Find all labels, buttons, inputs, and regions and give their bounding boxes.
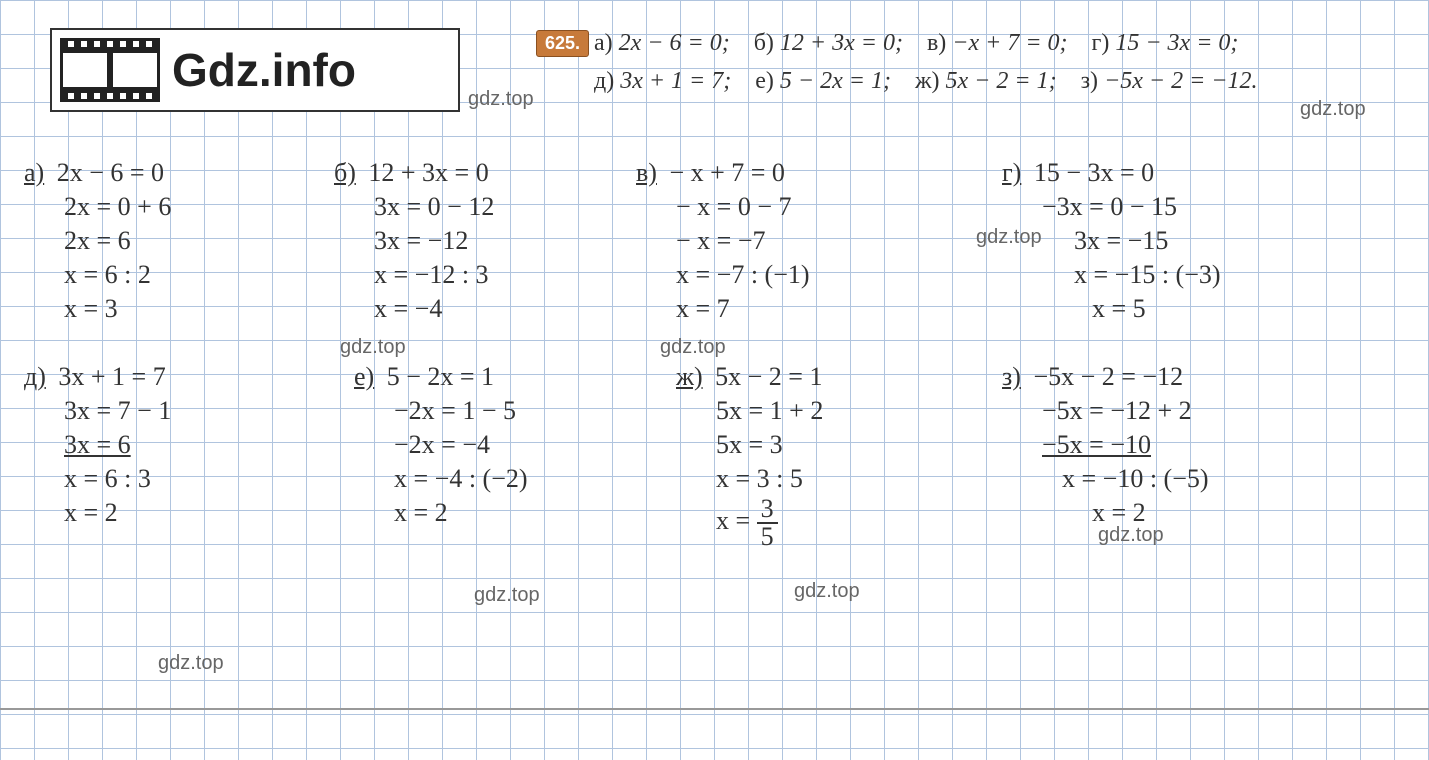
site-logo: Gdz.info <box>50 28 460 112</box>
solution-zh: ж) 5x − 2 = 1 5x = 1 + 2 5x = 3 x = 3 : … <box>676 360 823 550</box>
logo-text: Gdz.info <box>172 43 356 97</box>
problem-row-2: д) 3x + 1 = 7; е) 5 − 2x = 1; ж) 5x − 2 … <box>594 68 1276 95</box>
solution-a: а) 2x − 6 = 0 2x = 0 + 6 2x = 6 x = 6 : … <box>24 156 171 326</box>
bottom-divider <box>0 708 1429 710</box>
watermark: gdz.top <box>660 336 726 359</box>
film-icon <box>60 38 160 102</box>
problem-d: д) 3x + 1 = 7; <box>594 68 731 95</box>
watermark: gdz.top <box>340 336 406 359</box>
problem-b: б) 12 + 3x = 0; <box>754 30 903 57</box>
watermark: gdz.top <box>1098 524 1164 547</box>
problem-e: е) 5 − 2x = 1; <box>755 68 891 95</box>
fraction: 3 5 <box>757 496 778 550</box>
problem-z: з) −5x − 2 = −12. <box>1081 68 1258 95</box>
solution-z: з) −5x − 2 = −12 −5x = −12 + 2 −5x = −10… <box>1002 360 1209 530</box>
solution-b: б) 12 + 3x = 0 3x = 0 − 12 3x = −12 x = … <box>334 156 494 326</box>
problem-number-badge: 625. <box>536 30 589 57</box>
problem-row-1: а) 2x − 6 = 0; б) 12 + 3x = 0; в) −x + 7… <box>594 30 1256 57</box>
solution-e: е) 5 − 2x = 1 −2x = 1 − 5 −2x = −4 x = −… <box>354 360 528 530</box>
problem-g: г) 15 − 3x = 0; <box>1092 30 1239 57</box>
solution-d: д) 3x + 1 = 7 3x = 7 − 1 3x = 6 x = 6 : … <box>24 360 171 530</box>
problem-a: а) 2x − 6 = 0; <box>594 30 730 57</box>
problem-v: в) −x + 7 = 0; <box>927 30 1068 57</box>
watermark: gdz.top <box>474 584 540 607</box>
problem-zh: ж) 5x − 2 = 1; <box>915 68 1057 95</box>
solution-v: в) − x + 7 = 0 − x = 0 − 7 − x = −7 x = … <box>636 156 810 326</box>
watermark: gdz.top <box>976 226 1042 249</box>
watermark: gdz.top <box>1300 98 1366 121</box>
watermark: gdz.top <box>794 580 860 603</box>
watermark: gdz.top <box>158 652 224 675</box>
watermark: gdz.top <box>468 88 534 111</box>
